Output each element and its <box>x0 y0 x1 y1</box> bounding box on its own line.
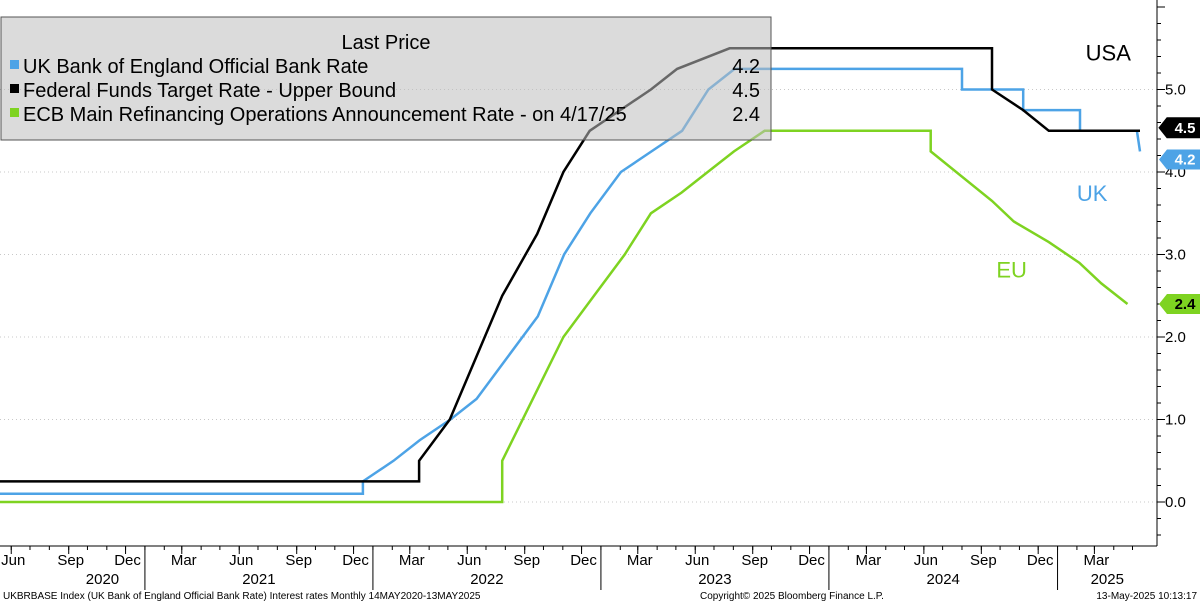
legend-title: Last Price <box>342 32 431 54</box>
x-tick-label: Jun <box>229 552 253 569</box>
annotation-uk: UK <box>1077 181 1108 206</box>
series-line-eu <box>0 129 1129 504</box>
footer: UKBRBASE Index (UK Bank of England Offic… <box>3 591 1197 602</box>
y-tick-label: 5.0 <box>1165 82 1186 99</box>
legend-label: ECB Main Refinancing Operations Announce… <box>23 104 627 126</box>
x-tick-label: Jun <box>1 552 25 569</box>
legend-value: 4.2 <box>732 56 760 78</box>
x-tick-label: Mar <box>1083 552 1109 569</box>
last-value-badge-eu <box>1159 294 1200 314</box>
last-value-badge-us <box>1158 117 1200 139</box>
year-label: 2023 <box>698 571 731 588</box>
footer-timestamp: 13-May-2025 10:13:17 <box>1096 591 1197 602</box>
x-tick-label: Mar <box>855 552 881 569</box>
x-tick-label: Dec <box>114 552 141 569</box>
legend-swatch <box>10 84 19 93</box>
annotation-usa: USA <box>1086 41 1132 66</box>
year-label: 2025 <box>1091 571 1124 588</box>
legend-swatch <box>10 60 19 69</box>
last-value-text-uk: 4.2 <box>1175 152 1196 169</box>
annotation-eu: EU <box>996 258 1027 283</box>
x-tick-label: Dec <box>342 552 369 569</box>
y-tick-label: 1.0 <box>1165 412 1186 429</box>
legend-label: UK Bank of England Official Bank Rate <box>23 56 368 78</box>
x-tick-label: Jun <box>685 552 709 569</box>
last-value-text-eu: 2.4 <box>1175 296 1197 313</box>
year-label: 2022 <box>470 571 503 588</box>
year-label: 2024 <box>927 571 960 588</box>
x-tick-label: Jun <box>914 552 938 569</box>
x-tick-label: Mar <box>171 552 197 569</box>
x-tick-label: Sep <box>285 552 312 569</box>
x-tick-label: Mar <box>399 552 425 569</box>
legend-value: 4.5 <box>732 80 760 102</box>
x-tick-label: Sep <box>970 552 997 569</box>
x-tick-label: Dec <box>570 552 597 569</box>
y-tick-label: 2.0 <box>1165 329 1186 346</box>
x-axis: Jun Sep Dec Mar Jun Sep Dec Mar Jun Sep Dec Mar Jun S… <box>0 545 1157 590</box>
series-annotations: USA UK EU <box>996 41 1131 283</box>
legend-swatch <box>10 108 19 117</box>
x-tick-label: Mar <box>627 552 653 569</box>
series-line-uk <box>0 67 1142 496</box>
y-axis: 0.01.02.03.04.05.0 <box>1156 0 1186 546</box>
x-tick-label: Jun <box>457 552 481 569</box>
footer-source: UKBRBASE Index (UK Bank of England Offic… <box>3 591 481 602</box>
x-tick-label: Sep <box>57 552 84 569</box>
legend-value: 2.4 <box>732 104 760 126</box>
x-tick-label: Sep <box>513 552 540 569</box>
last-value-badges: 4.2 4.5 2.4 <box>1158 117 1200 314</box>
legend-label: Federal Funds Target Rate - Upper Bound <box>23 80 396 102</box>
x-tick-label: Dec <box>1027 552 1054 569</box>
year-label: 2020 <box>86 571 119 588</box>
x-tick-label: Sep <box>741 552 768 569</box>
year-label: 2021 <box>242 571 275 588</box>
legend-box <box>0 16 772 141</box>
last-value-badge-uk <box>1159 149 1200 170</box>
footer-copyright: Copyright© 2025 Bloomberg Finance L.P. <box>700 591 884 602</box>
last-value-text-us: 4.5 <box>1175 120 1196 137</box>
x-tick-label: Dec <box>798 552 825 569</box>
y-tick-label: 3.0 <box>1165 247 1186 264</box>
y-tick-label: 0.0 <box>1165 494 1186 511</box>
